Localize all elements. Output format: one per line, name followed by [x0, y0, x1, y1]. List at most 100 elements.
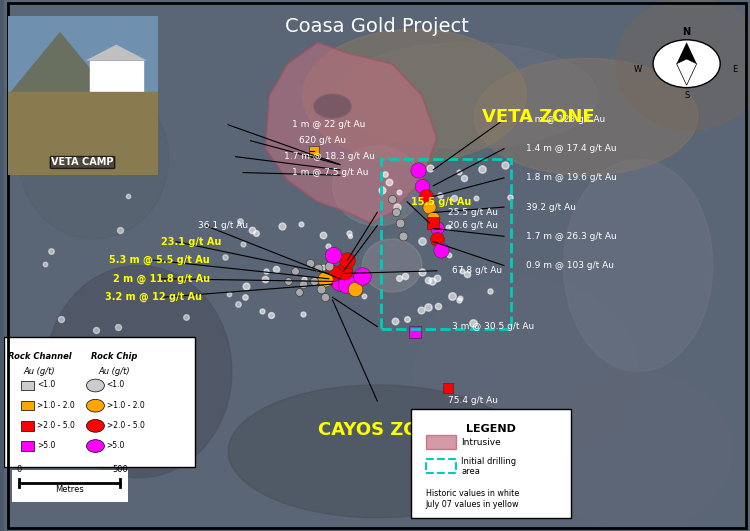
Bar — [21, 401, 34, 410]
Point — [319, 293, 331, 302]
Point — [391, 203, 403, 211]
Point — [114, 225, 126, 234]
Point — [122, 192, 134, 200]
Point — [442, 383, 454, 392]
Point — [400, 315, 412, 323]
Point — [282, 277, 294, 286]
Circle shape — [86, 440, 104, 452]
Ellipse shape — [228, 385, 526, 518]
Point — [446, 292, 458, 300]
Point — [467, 319, 479, 328]
Point — [295, 220, 307, 229]
Point — [470, 193, 482, 202]
Point — [504, 193, 516, 202]
Ellipse shape — [362, 239, 422, 292]
Point — [234, 217, 246, 225]
Ellipse shape — [303, 29, 526, 162]
Bar — [21, 381, 34, 390]
Circle shape — [86, 419, 104, 432]
Text: 1 m @ 123 g/t Au: 1 m @ 123 g/t Au — [526, 115, 605, 124]
Point — [389, 317, 401, 326]
Bar — [8, 16, 158, 96]
Point — [426, 277, 438, 286]
Text: E: E — [733, 65, 738, 73]
Text: VETA CAMP: VETA CAMP — [51, 158, 114, 167]
Point — [454, 294, 466, 302]
Ellipse shape — [563, 159, 712, 372]
Point — [315, 285, 327, 294]
Point — [416, 237, 428, 246]
Point — [393, 273, 405, 282]
Bar — [381, 159, 512, 329]
Circle shape — [86, 379, 104, 392]
Point — [484, 287, 496, 295]
Point — [297, 310, 309, 318]
Point — [413, 166, 424, 174]
Ellipse shape — [415, 279, 638, 465]
Point — [420, 192, 432, 201]
Point — [223, 290, 235, 298]
Point — [308, 147, 320, 156]
Point — [431, 235, 443, 243]
Point — [238, 293, 250, 301]
Polygon shape — [8, 32, 112, 96]
Point — [386, 195, 398, 203]
Text: <1.0: <1.0 — [38, 381, 56, 389]
Text: >5.0: >5.0 — [38, 441, 56, 450]
Point — [304, 259, 316, 267]
Point — [316, 263, 328, 272]
Text: >2.0 - 5.0: >2.0 - 5.0 — [106, 421, 145, 430]
Ellipse shape — [545, 372, 731, 531]
Point — [433, 302, 445, 311]
Text: W: W — [634, 65, 642, 73]
Text: 67.8 g/t Au: 67.8 g/t Au — [452, 267, 502, 275]
Text: Initial drilling
area: Initial drilling area — [461, 457, 517, 476]
Point — [270, 265, 282, 273]
Point — [326, 251, 338, 259]
Circle shape — [653, 40, 720, 88]
Text: 1 m @ 22 g/t Au: 1 m @ 22 g/t Au — [292, 121, 365, 129]
Text: 0: 0 — [16, 465, 22, 474]
Ellipse shape — [314, 95, 351, 118]
Point — [356, 272, 368, 280]
Point — [260, 267, 272, 275]
Text: 15.5 g/t Au: 15.5 g/t Au — [411, 197, 471, 207]
Point — [250, 229, 262, 237]
Text: >2.0 - 5.0: >2.0 - 5.0 — [38, 421, 75, 430]
Point — [434, 191, 446, 200]
Point — [453, 296, 465, 305]
Bar — [8, 92, 158, 175]
Point — [409, 328, 421, 336]
Point — [442, 223, 454, 232]
Point — [431, 224, 443, 233]
Point — [290, 267, 302, 275]
Point — [422, 276, 434, 284]
Point — [232, 300, 244, 309]
Point — [218, 252, 230, 261]
Point — [427, 219, 439, 227]
Text: 0.9 m @ 103 g/t Au: 0.9 m @ 103 g/t Au — [526, 261, 614, 270]
Point — [322, 242, 334, 250]
Point — [240, 282, 252, 290]
Point — [344, 232, 356, 241]
Point — [331, 279, 343, 288]
Point — [422, 303, 434, 312]
Point — [424, 203, 436, 211]
Ellipse shape — [46, 266, 232, 478]
Text: 1.7 m @ 18.3 g/t Au: 1.7 m @ 18.3 g/t Au — [284, 152, 375, 161]
Text: Au (g/t): Au (g/t) — [98, 367, 130, 376]
Point — [326, 269, 338, 278]
Point — [180, 313, 192, 322]
Circle shape — [86, 399, 104, 412]
Point — [298, 275, 310, 283]
Point — [311, 264, 323, 272]
Text: CAYOS ZONE: CAYOS ZONE — [317, 421, 446, 439]
Point — [448, 193, 460, 202]
Text: 500: 500 — [112, 465, 128, 474]
Text: >5.0: >5.0 — [106, 441, 125, 450]
Text: Metres: Metres — [55, 485, 84, 494]
Point — [172, 339, 184, 348]
Point — [380, 170, 392, 179]
Bar — [90, 61, 142, 92]
Point — [349, 285, 361, 294]
